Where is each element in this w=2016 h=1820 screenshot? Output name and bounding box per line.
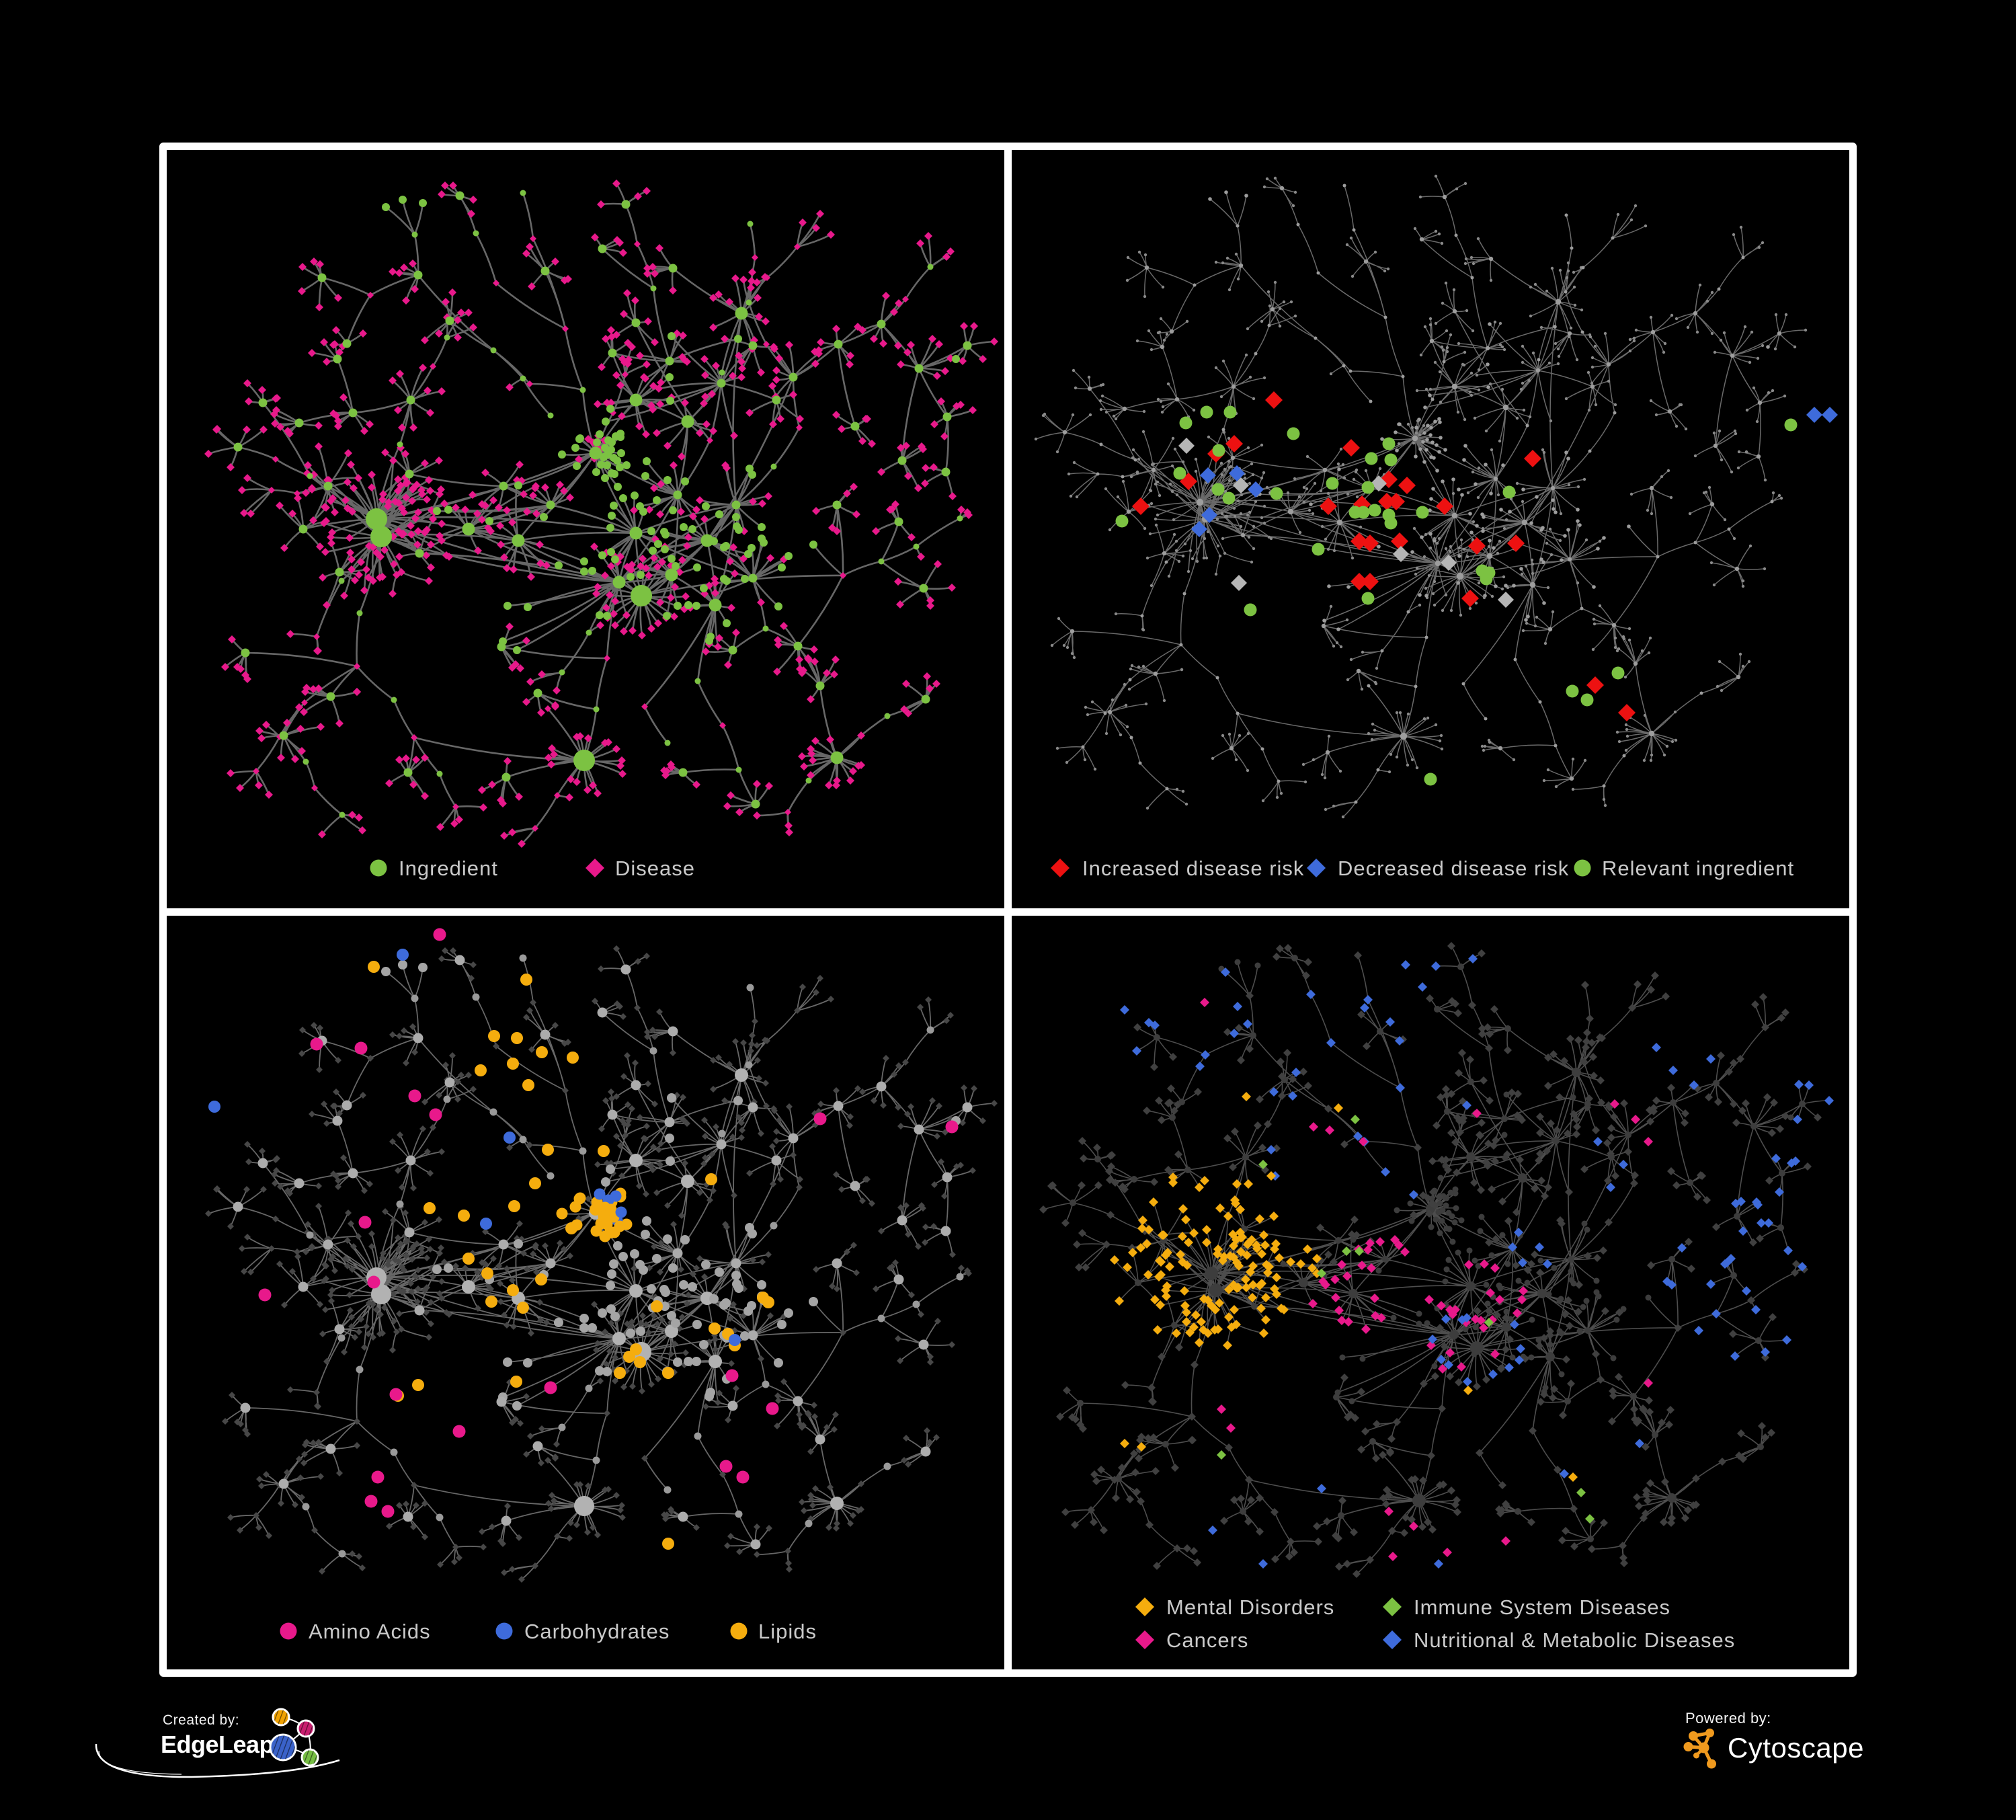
svg-text:Created by:: Created by: bbox=[163, 1712, 239, 1728]
svg-text:Nutritional & Metabolic Diseas: Nutritional & Metabolic Diseases bbox=[1414, 1628, 1735, 1652]
svg-text:Cytoscape: Cytoscape bbox=[1728, 1732, 1864, 1764]
svg-text:Increased disease risk: Increased disease risk bbox=[1082, 857, 1304, 880]
svg-text:EdgeLeap: EdgeLeap bbox=[161, 1731, 274, 1758]
svg-text:Cancers: Cancers bbox=[1166, 1628, 1248, 1652]
svg-text:Immune System Diseases: Immune System Diseases bbox=[1414, 1595, 1670, 1619]
svg-text:Powered by:: Powered by: bbox=[1685, 1710, 1771, 1727]
svg-text:Disease: Disease bbox=[615, 857, 695, 880]
svg-text:Decreased disease risk: Decreased disease risk bbox=[1338, 857, 1569, 880]
svg-text:Relevant ingredient: Relevant ingredient bbox=[1602, 857, 1794, 880]
svg-text:Amino Acids: Amino Acids bbox=[309, 1620, 431, 1643]
svg-text:Lipids: Lipids bbox=[758, 1620, 817, 1643]
svg-text:Carbohydrates: Carbohydrates bbox=[524, 1620, 670, 1643]
svg-text:Mental Disorders: Mental Disorders bbox=[1166, 1595, 1334, 1619]
svg-text:Ingredient: Ingredient bbox=[399, 857, 498, 880]
